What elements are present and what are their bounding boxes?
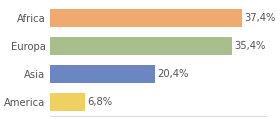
Text: 37,4%: 37,4%	[244, 13, 276, 23]
Text: 35,4%: 35,4%	[234, 41, 266, 51]
Bar	[50, 9, 242, 27]
Bar	[50, 65, 155, 83]
Bar	[50, 93, 85, 111]
Text: 6,8%: 6,8%	[87, 97, 112, 107]
Text: 20,4%: 20,4%	[157, 69, 188, 79]
Bar	[50, 37, 232, 55]
